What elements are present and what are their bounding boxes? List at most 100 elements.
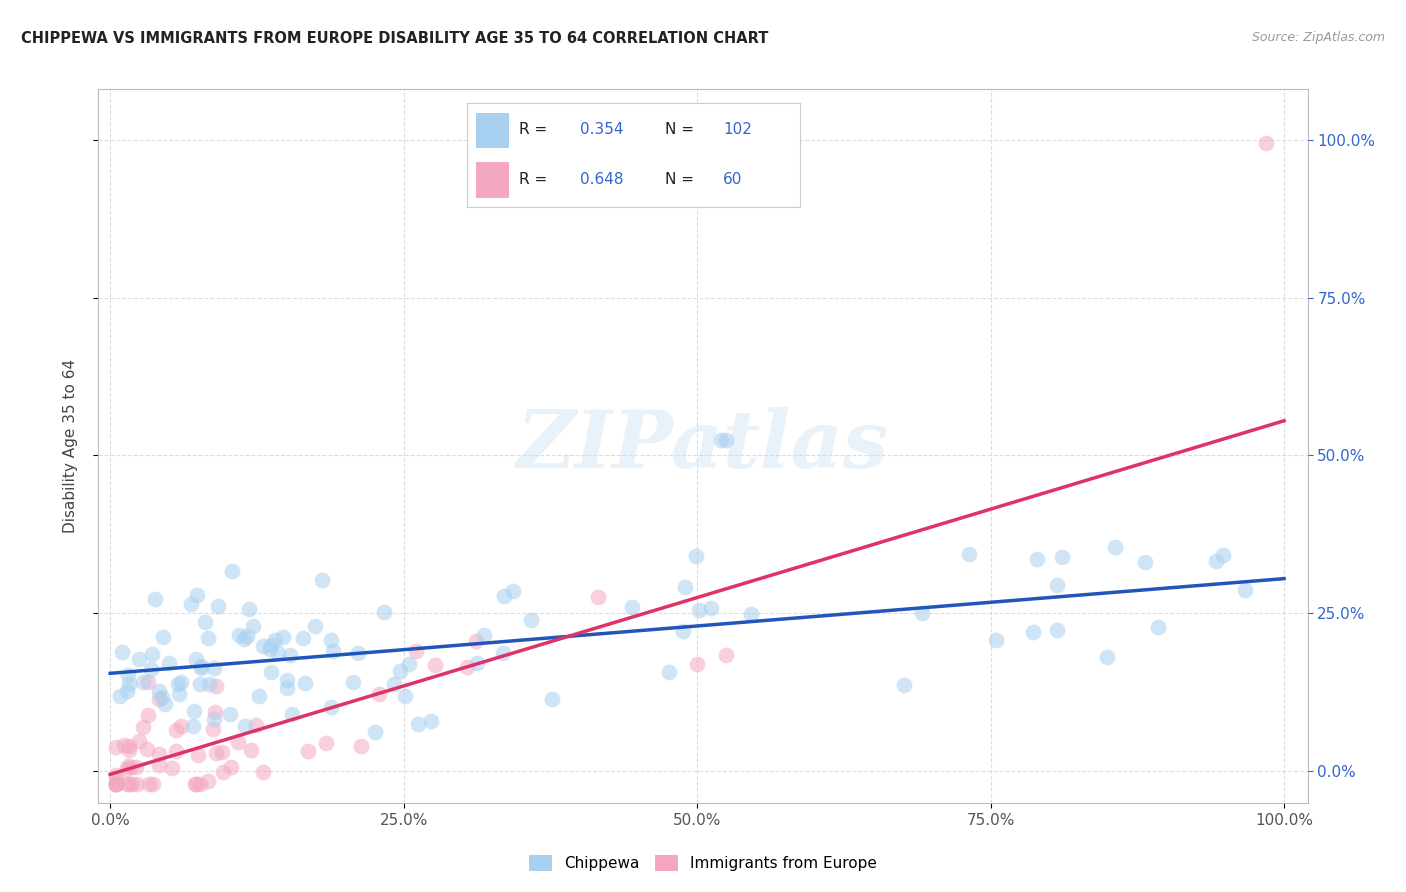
Point	[420, 714, 443, 728]
Point	[280, 648, 302, 662]
Point	[153, 698, 176, 712]
Point	[342, 675, 364, 690]
Point	[117, 684, 139, 698]
Point	[197, 631, 219, 645]
Point	[184, 652, 207, 666]
Point	[252, 639, 274, 653]
Point	[368, 687, 391, 701]
Point	[1025, 552, 1047, 566]
Point	[242, 619, 264, 633]
Point	[260, 638, 283, 652]
Point	[276, 673, 298, 688]
Point	[373, 605, 395, 619]
Point	[150, 690, 173, 704]
Point	[105, 777, 128, 791]
Point	[190, 659, 212, 673]
Point	[128, 733, 150, 747]
Point	[291, 631, 314, 645]
Point	[502, 584, 524, 599]
Point	[138, 777, 160, 791]
Point	[120, 760, 142, 774]
Point	[957, 547, 980, 561]
Point	[118, 777, 141, 791]
Text: CHIPPEWA VS IMMIGRANTS FROM EUROPE DISABILITY AGE 35 TO 64 CORRELATION CHART: CHIPPEWA VS IMMIGRANTS FROM EUROPE DISAB…	[21, 31, 769, 46]
Point	[118, 677, 141, 691]
Point	[465, 633, 488, 648]
Point	[699, 601, 721, 615]
Point	[194, 615, 217, 630]
Point	[219, 707, 242, 722]
Point	[165, 744, 187, 758]
Point	[135, 741, 157, 756]
Point	[105, 777, 128, 791]
Point	[315, 736, 337, 750]
Point	[170, 674, 193, 689]
Point	[142, 777, 165, 791]
Point	[658, 665, 681, 680]
Point	[198, 677, 221, 691]
Point	[465, 657, 488, 671]
Point	[1147, 620, 1170, 634]
Point	[271, 630, 294, 644]
Point	[688, 603, 710, 617]
Point	[740, 607, 762, 621]
Point	[294, 676, 316, 690]
Point	[132, 675, 155, 690]
Point	[160, 761, 183, 775]
Point	[236, 629, 259, 643]
Point	[319, 633, 342, 648]
Point	[204, 706, 226, 720]
Point	[211, 745, 233, 759]
Point	[141, 647, 163, 661]
Point	[167, 677, 190, 691]
Point	[986, 632, 1008, 647]
Point	[350, 739, 373, 753]
Point	[384, 677, 406, 691]
Point	[1135, 556, 1157, 570]
Point	[472, 627, 495, 641]
Point	[710, 433, 733, 447]
Point	[586, 590, 609, 604]
Point	[118, 739, 141, 753]
Point	[105, 739, 128, 754]
Point	[121, 777, 143, 791]
Point	[115, 777, 138, 791]
Point	[118, 743, 141, 757]
Point	[388, 664, 411, 678]
Point	[1097, 649, 1119, 664]
Point	[186, 777, 208, 791]
Point	[321, 699, 343, 714]
Point	[259, 641, 281, 656]
Point	[202, 712, 225, 726]
Point	[714, 648, 737, 662]
Point	[671, 624, 693, 638]
Point	[405, 643, 427, 657]
Point	[207, 599, 229, 613]
Point	[1234, 582, 1257, 597]
Point	[152, 630, 174, 644]
Point	[492, 589, 515, 603]
Point	[1104, 541, 1126, 555]
Point	[423, 657, 446, 672]
Point	[183, 704, 205, 718]
Point	[685, 549, 707, 563]
Point	[240, 743, 263, 757]
Point	[260, 665, 283, 680]
Point	[188, 677, 211, 691]
Point	[128, 651, 150, 665]
Point	[138, 707, 160, 722]
Point	[245, 718, 267, 732]
Point	[1022, 625, 1045, 640]
Point	[148, 747, 170, 761]
Point	[221, 564, 243, 578]
Point	[143, 592, 166, 607]
Point	[311, 573, 333, 587]
Point	[398, 657, 420, 672]
Point	[159, 656, 181, 670]
Point	[276, 681, 298, 696]
Point	[263, 633, 285, 648]
Point	[148, 684, 170, 698]
Point	[406, 716, 429, 731]
Point	[394, 689, 416, 703]
Point	[620, 600, 643, 615]
